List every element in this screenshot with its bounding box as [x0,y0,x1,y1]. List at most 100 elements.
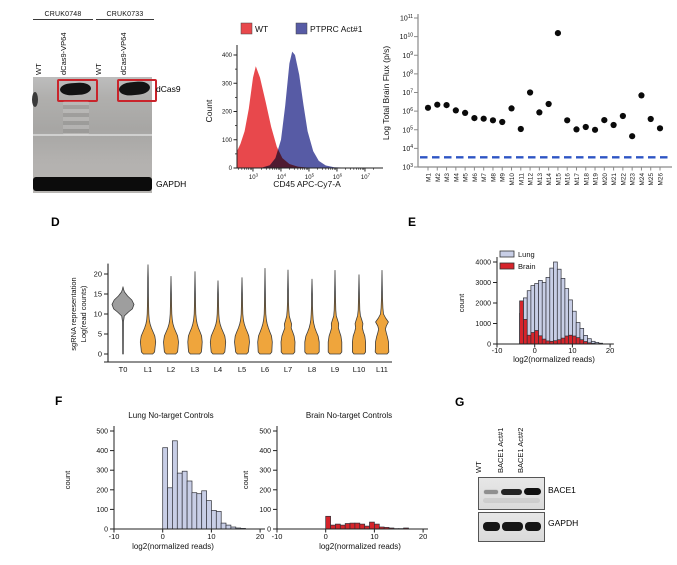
band-label-bace1: BACE1 [548,485,576,495]
lane-label-wt-1: WT [34,63,43,75]
svg-text:400: 400 [96,448,108,455]
svg-text:0: 0 [324,532,328,541]
panel-letter-e: E [408,215,417,229]
band-label-dcas9: dCas9 [156,84,181,94]
svg-text:2000: 2000 [475,301,491,308]
dcas9-highlight-box-2 [117,79,157,102]
svg-text:M18: M18 [583,173,590,186]
gapdh-band-1 [483,522,500,531]
svg-text:104: 104 [402,144,413,153]
svg-text:4000: 4000 [475,260,491,267]
svg-text:106: 106 [333,173,343,181]
svg-text:300: 300 [222,81,233,87]
svg-text:Lung: Lung [518,250,535,259]
lane-label-dcas9vp64-2: dCas9-VP64 [119,32,128,75]
svg-text:PTPRC Act#1: PTPRC Act#1 [310,24,363,34]
svg-text:200: 200 [96,487,108,494]
svg-text:log2(normalized reads): log2(normalized reads) [132,542,214,551]
svg-text:400: 400 [259,448,271,455]
svg-text:-10: -10 [272,532,283,541]
svg-text:0: 0 [104,527,108,534]
panel-letter-d: D [51,215,60,229]
svg-text:107: 107 [402,88,413,97]
svg-text:L10: L10 [353,365,366,374]
svg-text:300: 300 [96,468,108,475]
svg-text:CD45 APC-Cy7-A: CD45 APC-Cy7-A [273,179,341,189]
svg-text:L11: L11 [376,365,388,374]
panel-letter-f: F [55,394,63,408]
bace1-blot-box [478,477,545,510]
svg-text:L4: L4 [214,365,222,374]
svg-text:0: 0 [229,166,233,172]
svg-text:Lung No-target Controls: Lung No-target Controls [128,411,213,420]
svg-text:100: 100 [96,507,108,514]
svg-text:M8: M8 [490,173,497,182]
panel-western-bace1: WT BACE1 Act#1 BACE1 Act#2 BACE1 GAPDH [450,395,677,560]
flow-plot: 0 100 200 300 400 103 104 105 106 107 CD45 APC-Cy7… [204,45,383,189]
lane-label-bace1-act1: BACE1 Act#1 [496,427,505,473]
svg-text:Log Total Brain Flux (p/s): Log Total Brain Flux (p/s) [381,46,391,140]
bace1-band-act2 [524,487,541,495]
svg-text:M17: M17 [574,173,581,186]
svg-text:20: 20 [606,346,614,355]
svg-text:M11: M11 [518,173,525,185]
svg-text:Count: Count [204,99,214,122]
svg-text:L5: L5 [238,365,246,374]
blot-artifact [32,92,38,107]
blot-smear [63,101,89,135]
svg-text:M25: M25 [648,173,655,186]
svg-text:300: 300 [259,468,271,475]
svg-text:M4: M4 [453,173,460,182]
svg-text:15: 15 [94,290,102,299]
svg-text:L2: L2 [167,365,175,374]
svg-text:M24: M24 [639,173,646,186]
svg-text:M22: M22 [620,173,627,186]
lane-label-bace1-act2: BACE1 Act#2 [516,427,525,473]
svg-text:0: 0 [533,346,537,355]
svg-text:20: 20 [419,532,427,541]
svg-text:M15: M15 [555,173,562,186]
svg-text:M2: M2 [435,173,442,182]
svg-text:1000: 1000 [475,321,491,328]
violin-plot: 0 5 10 15 20 T0 L1 L2 L3 L4 L5 L6 L7 L8 L9 L10 L11 sgRNA … [69,263,392,374]
svg-text:-10: -10 [492,346,503,355]
lane-label-wt-2: WT [94,63,103,75]
svg-text:M14: M14 [546,173,553,186]
svg-text:M3: M3 [444,173,451,182]
svg-text:L3: L3 [191,365,199,374]
series-Lung [519,261,603,345]
dcas9-highlight-box-1 [57,79,98,102]
hist-legend: Lung Brain [499,250,536,271]
svg-text:M13: M13 [537,173,544,186]
svg-text:100: 100 [259,507,271,514]
series-Brain no-target [325,515,409,530]
svg-text:Brain No-target Controls: Brain No-target Controls [306,411,392,420]
svg-text:Log(read counts): Log(read counts) [79,285,88,342]
svg-text:400: 400 [222,53,233,59]
gapdh-band-2 [502,522,523,531]
svg-text:0: 0 [487,342,491,349]
svg-text:0: 0 [161,532,165,541]
svg-text:100: 100 [222,138,233,144]
band-label-gapdh: GAPDH [156,179,187,189]
series-Lung no-target [162,440,246,530]
svg-text:T0: T0 [119,365,128,374]
svg-text:M23: M23 [630,173,637,186]
svg-text:L8: L8 [308,365,316,374]
svg-text:10: 10 [94,310,102,319]
blot-membrane-image [32,77,157,193]
svg-text:M20: M20 [602,173,609,186]
svg-text:20: 20 [94,270,102,279]
bace1-band-act1 [501,488,522,495]
bace1-band-wt [484,490,498,494]
svg-text:M12: M12 [528,173,535,186]
gapdh-band-3 [525,522,541,531]
